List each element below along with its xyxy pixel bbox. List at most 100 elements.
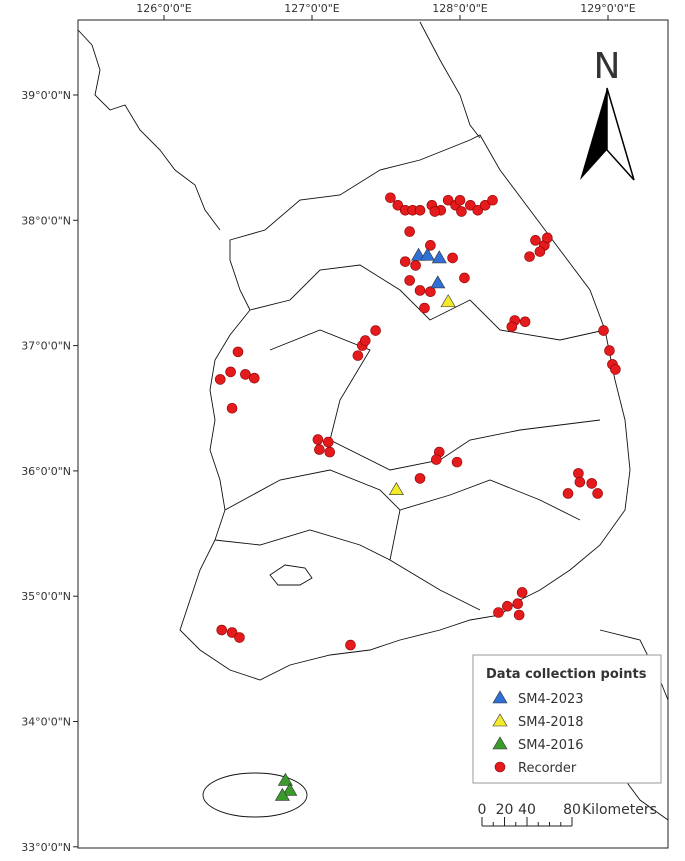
triangle-marker	[277, 772, 293, 786]
circle-marker	[604, 345, 615, 356]
circle-marker	[516, 587, 528, 598]
city-border	[269, 564, 313, 586]
legend-label: SM4-2016	[518, 738, 584, 753]
lat-tick-label: 38°0'0"N	[21, 214, 71, 227]
circle-marker	[447, 252, 458, 264]
circle-marker	[610, 364, 621, 375]
scale-tick-label: 20	[496, 802, 514, 818]
circle-marker	[573, 468, 584, 479]
lon-tick-label: 128°0'0"E	[432, 2, 488, 15]
circle-marker	[234, 632, 245, 643]
circle-marker	[513, 609, 525, 621]
circle-marker	[530, 235, 541, 246]
circle-marker	[586, 478, 598, 489]
south-korea-outline	[179, 134, 631, 681]
circle-marker	[226, 627, 238, 638]
circle-marker	[425, 286, 436, 298]
province-border	[214, 529, 391, 561]
circle-marker	[404, 226, 415, 237]
circle-marker	[419, 302, 430, 314]
north-coast-east	[419, 21, 481, 139]
triangle-marker	[440, 294, 456, 308]
circle-marker	[542, 232, 553, 244]
province-border	[224, 469, 481, 611]
circle-marker	[226, 402, 238, 414]
circle-marker	[519, 316, 531, 328]
north-label: N	[594, 46, 621, 87]
land-outlines	[77, 21, 669, 821]
lat-tick-label: 35°0'0"N	[21, 590, 71, 603]
circle-marker	[404, 275, 415, 286]
circle-marker	[472, 204, 484, 216]
scale-tick-label: 0	[478, 802, 487, 818]
legend-marker	[492, 690, 508, 704]
circle-marker	[225, 366, 236, 378]
north-arrow	[580, 87, 635, 181]
circle-marker	[574, 476, 586, 488]
legend-label: SM4-2023	[518, 692, 584, 707]
jeju-island	[202, 772, 308, 818]
circle-marker	[352, 350, 364, 361]
lat-tick-label: 33°0'0"N	[21, 841, 71, 854]
lat-tick-label: 37°0'0"N	[21, 340, 71, 353]
triangle-marker	[388, 482, 404, 495]
province-border	[399, 479, 581, 521]
circle-marker	[399, 256, 411, 267]
circle-marker	[479, 199, 491, 211]
circle-marker	[524, 251, 535, 262]
circle-marker	[465, 199, 476, 211]
legend-marker	[494, 761, 506, 773]
province-border	[269, 329, 601, 471]
lat-tick-label: 34°0'0"N	[21, 716, 71, 729]
circle-marker	[454, 194, 466, 206]
scale-unit: Kilometers	[582, 802, 657, 818]
north-arrow-left	[580, 88, 607, 180]
legend-marker	[492, 713, 508, 727]
legend-marker	[492, 736, 508, 750]
circle-marker	[232, 346, 244, 358]
circle-marker	[345, 639, 356, 651]
circle-marker	[456, 206, 467, 217]
province-border	[249, 264, 606, 341]
legend-label: SM4-2018	[518, 715, 584, 730]
lon-tick-label: 126°0'0"E	[136, 2, 192, 15]
circle-marker	[451, 456, 463, 468]
circle-marker	[414, 204, 426, 216]
circle-marker	[493, 607, 504, 618]
circle-marker	[562, 488, 574, 499]
circle-marker	[459, 272, 470, 284]
triangle-marker	[274, 787, 290, 801]
circle-marker	[429, 206, 441, 217]
circle-marker	[248, 372, 260, 384]
scale-bar: 0 20 40 80 Kilometers	[478, 802, 657, 827]
scale-tick-label: 80	[563, 802, 581, 818]
legend-label: Recorder	[518, 761, 577, 776]
circle-marker	[414, 285, 426, 296]
circle-marker	[442, 194, 454, 206]
circle-marker	[487, 194, 498, 206]
circle-marker	[370, 325, 381, 336]
circle-marker	[410, 260, 421, 271]
circle-marker	[425, 240, 436, 251]
triangle-marker	[431, 250, 447, 264]
triangle-marker	[282, 782, 298, 796]
lon-tick-label: 129°0'0"E	[580, 2, 636, 15]
circle-marker	[314, 444, 325, 455]
circle-marker	[534, 246, 546, 257]
circle-marker	[214, 374, 226, 385]
circle-marker	[312, 434, 324, 445]
circle-marker	[392, 199, 404, 211]
circle-marker	[431, 454, 442, 465]
legend-box	[472, 654, 662, 784]
circle-marker	[324, 446, 336, 458]
circle-marker	[322, 436, 334, 448]
circle-marker	[512, 598, 524, 610]
lat-tick-label: 39°0'0"N	[21, 89, 71, 102]
circle-marker	[359, 335, 371, 346]
scale-tick-label: 40	[518, 802, 536, 818]
circle-marker	[598, 325, 609, 336]
circle-marker	[502, 600, 513, 612]
circle-marker	[592, 488, 603, 499]
lat-tick-label: 36°0'0"N	[21, 465, 71, 478]
